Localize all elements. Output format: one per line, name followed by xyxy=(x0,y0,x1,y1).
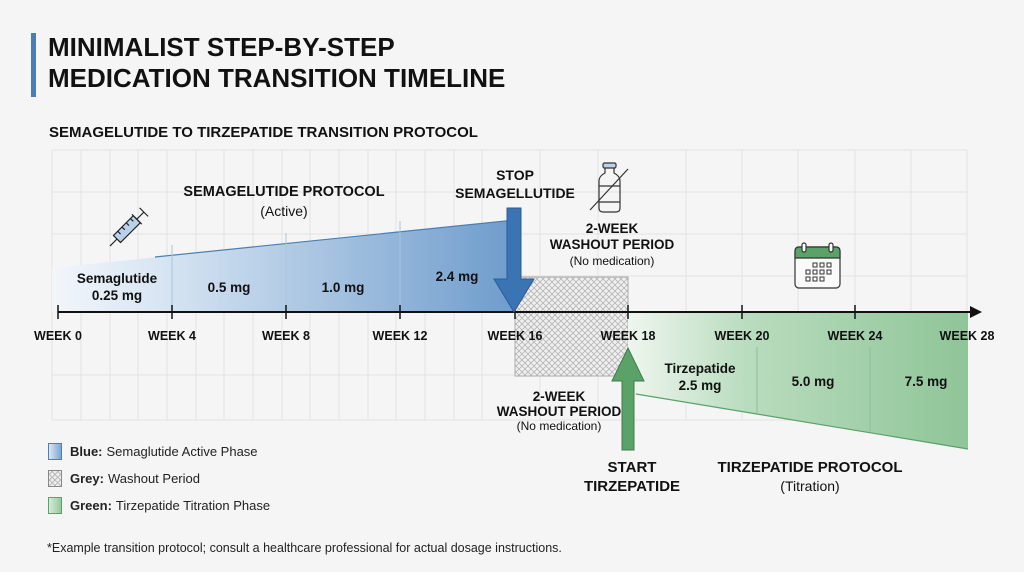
grey-hatch-swatch-icon xyxy=(48,470,62,487)
legend-item-green: Green: Tirzepatide Titration Phase xyxy=(48,492,270,519)
page-title: MINIMALIST STEP-BY-STEP MEDICATION TRANS… xyxy=(48,32,505,94)
syringe-icon xyxy=(109,207,149,247)
green-swatch-icon xyxy=(48,497,62,514)
stop-semaglutide-arrow xyxy=(493,207,535,313)
title-accent-bar xyxy=(31,33,36,97)
legend-item-grey: Grey: Washout Period xyxy=(48,465,270,492)
footnote: *Example transition protocol; consult a … xyxy=(47,541,562,555)
blue-swatch-icon xyxy=(48,443,62,460)
calendar-icon xyxy=(794,242,841,289)
start-tirzepatide-arrow xyxy=(611,346,645,451)
tirzepatide-phase-area xyxy=(628,313,968,449)
axis-arrowhead xyxy=(970,306,982,318)
crossed-vial-icon xyxy=(589,162,629,213)
semaglutide-phase-area xyxy=(52,220,515,312)
title-line-2: MEDICATION TRANSITION TIMELINE xyxy=(48,63,506,93)
subtitle: SEMAGELUTIDE TO TIRZEPATIDE TRANSITION P… xyxy=(49,124,478,141)
washout-area-bottom xyxy=(514,311,629,377)
legend: Blue: Semaglutide Active Phase Grey: Was… xyxy=(48,438,270,519)
washout-area-top xyxy=(514,276,629,313)
title-line-1: MINIMALIST STEP-BY-STEP xyxy=(48,32,395,62)
legend-item-blue: Blue: Semaglutide Active Phase xyxy=(48,438,270,465)
